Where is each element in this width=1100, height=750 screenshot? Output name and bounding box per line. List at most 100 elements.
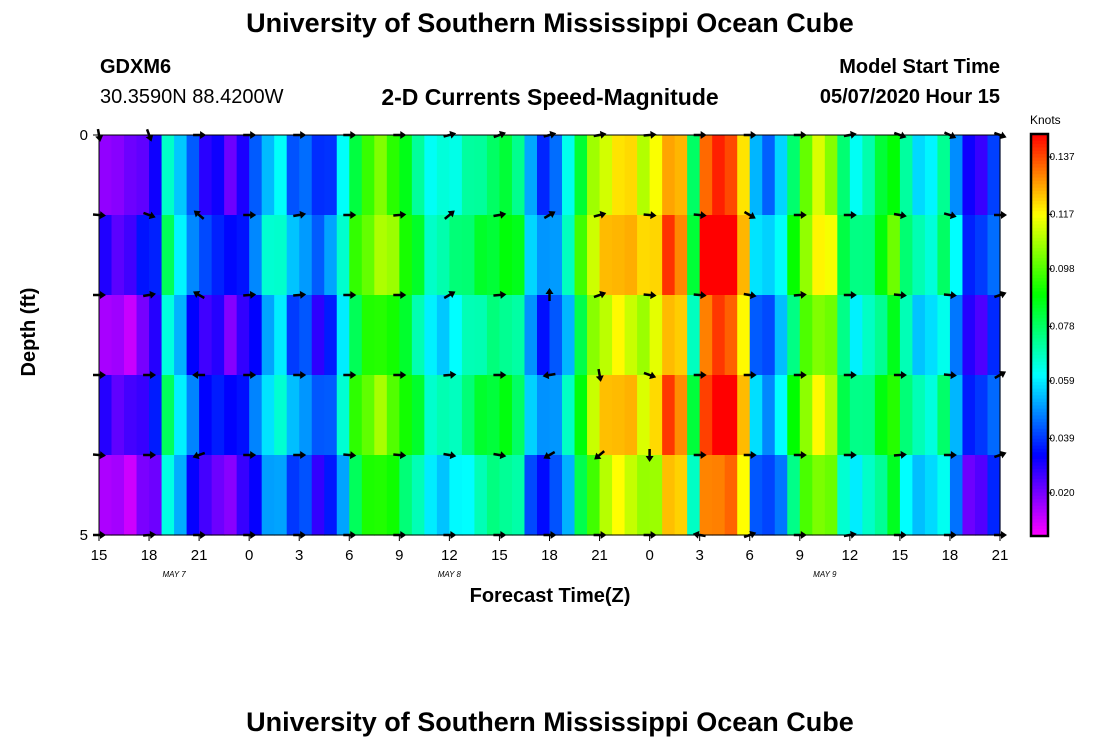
heatmap-cell [874, 375, 888, 456]
heatmap-cell [987, 455, 1001, 536]
current-arrow [444, 210, 455, 220]
heatmap-cell [186, 455, 200, 536]
colorbar-segment [1031, 201, 1048, 205]
heatmap-cell [199, 375, 213, 456]
x-tick-label: 6 [345, 547, 353, 564]
heatmap-cell [812, 295, 826, 376]
heatmap-cell [649, 455, 663, 536]
heatmap-cell [411, 215, 425, 296]
heatmap-cell [799, 295, 813, 376]
heatmap-cell [324, 455, 338, 536]
heatmap-cell [374, 455, 388, 536]
current-arrow [142, 290, 156, 299]
current-arrow [243, 290, 257, 299]
heatmap-cell [324, 135, 338, 216]
colorbar-segment [1031, 415, 1048, 420]
current-arrow [743, 291, 757, 300]
current-arrow [943, 451, 957, 459]
heatmap-cell [224, 215, 238, 296]
current-arrow [893, 211, 907, 220]
colorbar-segment [1031, 274, 1048, 279]
heatmap-cell [737, 215, 751, 296]
heatmap-cell [774, 375, 788, 456]
heatmap-cell [199, 295, 213, 376]
heatmap-cell [236, 135, 250, 216]
colorbar-segment [1031, 147, 1048, 152]
heatmap-cell [99, 295, 113, 376]
current-arrow [943, 211, 957, 220]
heatmap-cell [737, 135, 751, 216]
heatmap-cell [436, 375, 450, 456]
heatmap-cell [449, 135, 463, 216]
heatmap-cell [612, 295, 626, 376]
current-arrow [493, 451, 507, 460]
colorbar-segment [1031, 485, 1048, 490]
heatmap-cell [824, 295, 838, 376]
heatmap-cell [211, 295, 225, 376]
current-arrow [893, 291, 907, 300]
colorbar-segment [1031, 257, 1048, 262]
heatmap-cell [249, 375, 263, 456]
heatmap-cell [111, 375, 125, 456]
colorbar-segment [1031, 335, 1048, 339]
heatmap-cell [887, 375, 901, 456]
heatmap-cell [937, 215, 951, 296]
heatmap-cell [687, 295, 701, 376]
colorbar-segment [1031, 271, 1048, 276]
heatmap-cell [974, 135, 989, 216]
heatmap-cell [374, 295, 388, 376]
heatmap-cell [699, 375, 713, 456]
current-arrow [793, 451, 807, 459]
heatmap-cell [124, 215, 138, 296]
colorbar-tick-label: 0.059 [1049, 376, 1074, 387]
heatmap-cell [149, 455, 163, 536]
heatmap-cell [712, 135, 726, 216]
heatmap-cell [874, 135, 888, 216]
heatmap-cell [324, 215, 338, 296]
heatmap-cell [687, 455, 701, 536]
heatmap-cell [374, 375, 388, 456]
heatmap-cell [962, 375, 976, 456]
heatmap-cell [361, 135, 375, 216]
colorbar-segment [1031, 204, 1048, 209]
current-arrow [143, 371, 157, 379]
heatmap-cell [99, 215, 113, 296]
heatmap-cell [461, 455, 476, 536]
current-arrow [743, 210, 756, 219]
heatmap-cell [299, 215, 313, 296]
heatmap-cell [587, 375, 601, 456]
heatmap-cell [562, 135, 576, 216]
heatmap-cell [674, 295, 688, 376]
heatmap-cell [949, 375, 964, 456]
heatmap-cell [574, 375, 588, 456]
x-tick-label: 12 [441, 547, 458, 564]
heatmap-cell [211, 135, 225, 216]
current-arrow [243, 211, 257, 219]
heatmap-cell [637, 295, 651, 376]
heatmap-cell [624, 135, 638, 216]
heatmap-cell [887, 215, 901, 296]
heatmap-cell [599, 215, 613, 296]
colorbar: 0.137 0.117 0.098 0.078 0.059 0.039 0.020 [1029, 132, 1075, 538]
heatmap-cell [386, 375, 400, 456]
heatmap-cell [249, 135, 263, 216]
current-arrow [293, 371, 307, 379]
colorbar-segment [1031, 150, 1048, 155]
x-tick-label: 3 [295, 547, 303, 564]
y-tick-label: 0 [80, 127, 88, 144]
heatmap-cell [849, 215, 863, 296]
heatmap-cell [411, 455, 425, 536]
heatmap-cell [349, 215, 363, 296]
heatmap-cell [699, 295, 713, 376]
colorbar-segment [1031, 378, 1048, 383]
colorbar-segment [1031, 525, 1048, 530]
heatmap-cell [949, 295, 964, 376]
heatmap-cell [687, 375, 701, 456]
heatmap-cell [837, 215, 851, 296]
heatmap-cell [587, 295, 601, 376]
x-tick-label: 21 [191, 547, 208, 564]
colorbar-segment [1031, 261, 1048, 266]
current-arrow [543, 450, 556, 459]
footer-title: University of Southern Mississippi Ocean… [246, 707, 854, 737]
heatmap-cell [849, 455, 863, 536]
